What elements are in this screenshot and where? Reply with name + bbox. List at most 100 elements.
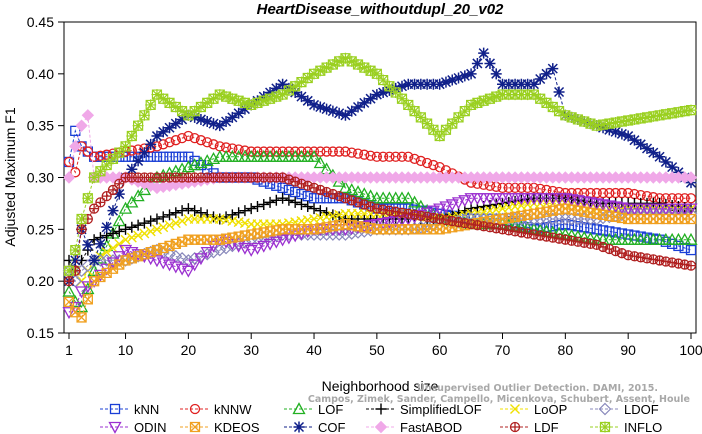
data-point	[107, 227, 119, 239]
data-point	[145, 215, 157, 227]
data-point	[345, 183, 359, 196]
data-point	[646, 232, 660, 245]
data-point	[591, 239, 602, 251]
data-point	[334, 191, 345, 202]
data-point	[264, 86, 276, 98]
data-point	[93, 269, 108, 282]
data-point	[659, 232, 673, 245]
data-point	[290, 146, 301, 157]
series-layer	[62, 47, 698, 323]
data-point	[672, 106, 684, 118]
data-point	[326, 228, 340, 241]
data-point	[654, 151, 666, 163]
data-point	[239, 103, 251, 115]
data-point	[176, 205, 188, 217]
data-point	[258, 198, 270, 210]
legend-item-ldof: LDOF	[590, 402, 659, 417]
data-point	[308, 146, 320, 157]
data-point	[107, 184, 119, 196]
data-point	[497, 78, 509, 90]
data-point	[377, 204, 389, 215]
data-point	[75, 119, 88, 132]
legend-marker	[510, 404, 520, 414]
data-point	[170, 135, 181, 146]
data-point	[290, 176, 301, 187]
data-point	[597, 187, 609, 199]
data-point	[407, 195, 422, 208]
data-point	[189, 105, 201, 117]
data-point	[201, 97, 213, 109]
data-point	[604, 187, 615, 199]
data-point	[257, 240, 271, 253]
data-point	[283, 184, 295, 196]
data-point	[82, 192, 94, 204]
data-point	[270, 194, 282, 206]
data-point	[364, 224, 377, 237]
data-point	[321, 186, 332, 198]
x-tick-label: 80	[558, 342, 574, 358]
data-point	[76, 224, 87, 235]
data-point	[277, 172, 288, 183]
data-point	[213, 243, 227, 257]
data-point	[189, 205, 201, 217]
data-point	[70, 307, 81, 318]
data-point	[101, 221, 113, 233]
data-point	[616, 116, 628, 128]
data-point	[665, 203, 679, 216]
data-point	[270, 91, 282, 103]
legend-marker	[109, 403, 121, 415]
data-point	[133, 230, 144, 241]
data-point	[145, 138, 157, 150]
series-kdeos	[63, 203, 697, 323]
data-point	[547, 232, 558, 243]
x-tick-label: 20	[181, 342, 197, 358]
data-point	[107, 242, 118, 253]
data-point	[552, 212, 566, 226]
data-point	[546, 193, 560, 206]
data-point	[188, 259, 202, 272]
data-point	[666, 161, 678, 173]
data-point	[495, 193, 510, 206]
data-point	[296, 146, 307, 157]
data-point	[308, 68, 320, 80]
data-point	[358, 97, 370, 109]
data-point	[315, 184, 326, 196]
data-point	[263, 238, 277, 251]
data-point	[88, 172, 100, 183]
data-point	[257, 149, 271, 162]
data-point	[528, 229, 540, 240]
data-point	[610, 117, 622, 129]
data-point	[553, 233, 565, 244]
data-point	[440, 76, 452, 88]
data-point	[377, 151, 389, 162]
data-point	[627, 203, 642, 216]
data-point	[251, 97, 263, 109]
data-point	[346, 195, 357, 206]
data-point	[88, 254, 100, 266]
data-point	[652, 203, 667, 216]
data-point	[484, 199, 496, 211]
data-point	[208, 139, 219, 150]
data-point	[640, 203, 654, 216]
data-point	[308, 193, 320, 204]
data-point	[352, 148, 364, 159]
data-point	[246, 146, 257, 157]
data-point	[296, 188, 307, 200]
data-point	[623, 229, 634, 240]
legend-label: kNNW	[214, 402, 252, 417]
data-point	[270, 82, 282, 94]
data-point	[233, 217, 244, 228]
data-point	[302, 215, 313, 225]
data-point	[339, 109, 351, 121]
series-line	[68, 135, 691, 199]
legend-label: LDF	[534, 420, 559, 434]
data-point	[177, 216, 188, 227]
data-point	[170, 207, 182, 219]
data-point	[603, 124, 615, 136]
x-axis-label: Neighborhood size	[322, 378, 439, 394]
legend-marker	[509, 421, 521, 433]
data-point	[69, 244, 81, 256]
chart-title: HeartDisease_withoutdupl_20_v02	[257, 1, 504, 18]
data-point	[113, 147, 125, 159]
